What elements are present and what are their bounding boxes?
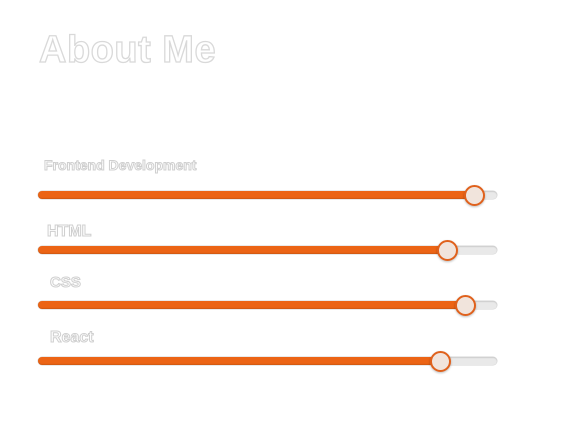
skill-label-css: CSS [50, 274, 82, 292]
slider-track[interactable] [38, 191, 497, 199]
skill-label-html: HTML [46, 223, 92, 241]
skill-label-react: React [50, 329, 95, 347]
slider-thumb[interactable] [429, 351, 451, 372]
skill-slider-frontend-development[interactable] [38, 184, 497, 206]
skill-slider-react[interactable] [38, 350, 497, 372]
slider-thumb[interactable] [464, 185, 486, 206]
slider-fill [38, 357, 440, 365]
skill-slider-html[interactable] [38, 239, 497, 261]
page-title: About Me [38, 28, 217, 71]
slider-thumb[interactable] [436, 240, 458, 261]
slider-fill [38, 191, 475, 199]
slider-track[interactable] [38, 301, 497, 309]
slider-track[interactable] [38, 357, 497, 365]
skill-slider-css[interactable] [38, 294, 497, 316]
slider-fill [38, 301, 465, 309]
slider-fill [38, 246, 447, 254]
skill-label-frontend-development: Frontend Development [43, 157, 197, 174]
slider-track[interactable] [38, 246, 497, 254]
slider-thumb[interactable] [454, 295, 476, 316]
